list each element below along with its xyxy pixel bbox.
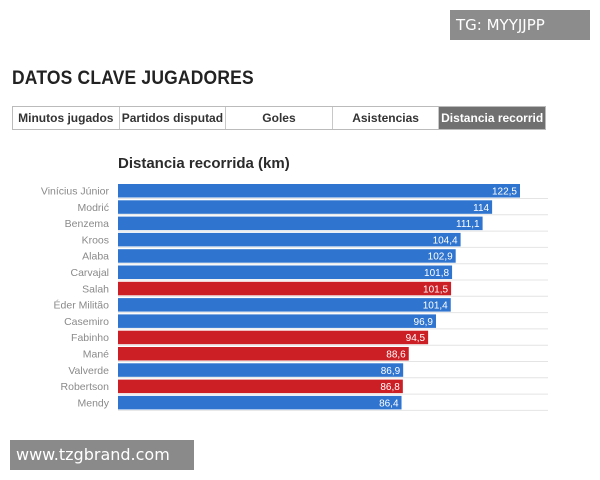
bar <box>118 298 451 312</box>
bar <box>118 314 436 328</box>
value-label: 88,6 <box>386 350 406 361</box>
category-label: Modrić <box>77 202 109 214</box>
page-title: DATOS CLAVE JUGADORES <box>12 68 254 89</box>
watermark-bottom: www.tzgbrand.com <box>10 440 194 470</box>
category-label: Alaba <box>82 251 109 263</box>
chart-title: Distancia recorrida (km) <box>118 155 290 172</box>
bar <box>118 363 404 377</box>
bar <box>118 379 403 394</box>
category-label: Salah <box>82 283 109 295</box>
bar <box>118 232 461 247</box>
category-label: Éder Militão <box>54 299 110 312</box>
watermark-top: TG: MYYJJPP <box>450 10 590 40</box>
tab-asistencias[interactable]: Asistencias <box>333 107 440 129</box>
bar <box>118 184 520 198</box>
value-label: 101,8 <box>424 268 449 279</box>
value-label: 111,1 <box>456 219 480 230</box>
value-label: 101,5 <box>423 284 448 295</box>
bar <box>118 281 452 296</box>
value-label: 96,9 <box>414 317 434 328</box>
value-label: 94,5 <box>406 333 426 344</box>
category-label: Vinícius Júnior <box>41 186 110 198</box>
category-label: Benzema <box>65 218 110 230</box>
category-label: Valverde <box>68 365 109 377</box>
bar <box>118 249 456 263</box>
category-label: Mendy <box>77 397 109 409</box>
bar <box>118 347 409 361</box>
value-label: 102,9 <box>428 252 453 263</box>
value-label: 86,8 <box>380 382 400 393</box>
value-label: 122,5 <box>492 187 517 198</box>
bar-chart: Vinícius Júnior 122,5 Modrić 114 Benzema 111,… <box>41 184 548 411</box>
value-label: 86,4 <box>379 398 399 409</box>
value-label: 86,9 <box>381 366 401 377</box>
category-label: Robertson <box>61 381 110 393</box>
value-label: 101,4 <box>423 301 448 312</box>
bar <box>118 265 453 279</box>
category-label: Casemiro <box>64 316 109 328</box>
category-label: Kroos <box>82 234 109 246</box>
category-label: Fabinho <box>71 332 109 344</box>
bar <box>118 330 429 345</box>
category-label: Carvajal <box>70 267 109 279</box>
tab-minutos-jugados[interactable]: Minutos jugados <box>13 107 120 129</box>
bar <box>118 200 493 214</box>
bar <box>118 395 402 410</box>
value-label: 114 <box>473 203 489 214</box>
tab-goles[interactable]: Goles <box>226 107 333 129</box>
tab-partidos-disputados[interactable]: Partidos disputad <box>120 107 227 129</box>
category-label: Mané <box>83 349 109 361</box>
tab-distancia-recorrida[interactable]: Distancia recorrid <box>439 107 545 129</box>
value-label: 104,4 <box>433 235 458 246</box>
tab-bar: Minutos jugados Partidos disputad Goles … <box>12 106 546 130</box>
bar <box>118 216 483 231</box>
